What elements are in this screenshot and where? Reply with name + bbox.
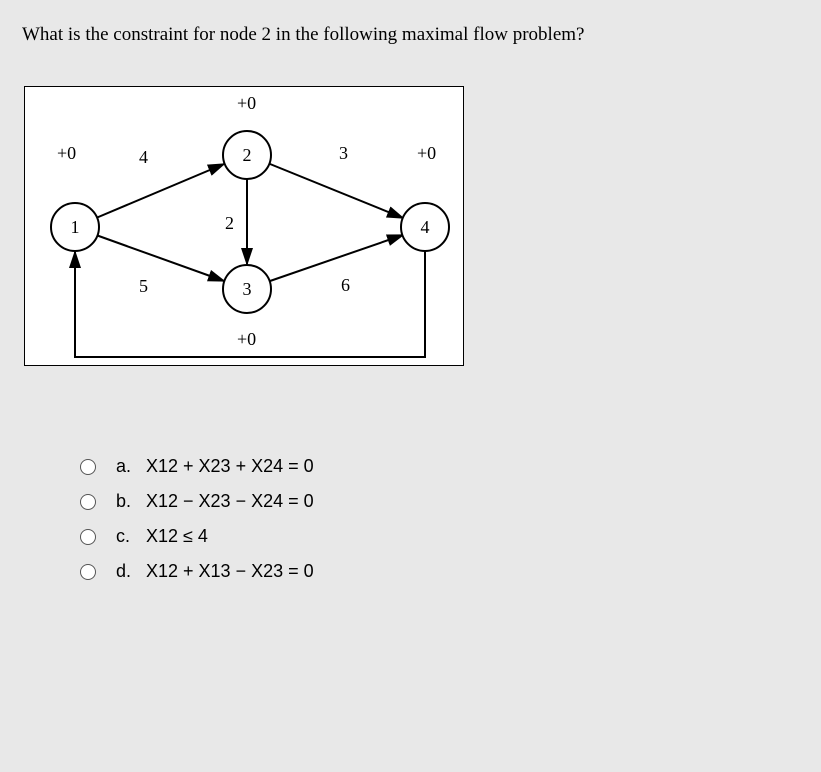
radio-icon[interactable] [80,459,96,475]
option-text: X12 + X23 + X24 = 0 [146,456,314,477]
option-text: X12 − X23 − X24 = 0 [146,491,314,512]
supply-4: +0 [417,143,436,163]
edge-label-2-3: 2 [225,213,234,233]
edge-label-1-2: 4 [139,147,148,167]
option-letter: d. [116,561,146,582]
option-text: X12 ≤ 4 [146,526,208,547]
edge-label-1-3: 5 [139,276,148,296]
node-3-label: 3 [243,279,252,299]
edge-label-2-4: 3 [339,143,348,163]
question-text: What is the constraint for node 2 in the… [22,24,799,46]
option-b[interactable]: b. X12 − X23 − X24 = 0 [80,491,799,512]
options-list: a. X12 + X23 + X24 = 0 b. X12 − X23 − X2… [80,456,799,582]
edge-label-3-4: 6 [341,275,350,295]
supply-2: +0 [237,93,256,113]
node-4-label: 4 [421,217,430,237]
option-d[interactable]: d. X12 + X13 − X23 = 0 [80,561,799,582]
option-a[interactable]: a. X12 + X23 + X24 = 0 [80,456,799,477]
node-2-label: 2 [243,145,252,165]
radio-icon[interactable] [80,529,96,545]
radio-icon[interactable] [80,494,96,510]
radio-icon[interactable] [80,564,96,580]
edge-2-4 [270,164,403,218]
option-letter: a. [116,456,146,477]
option-letter: c. [116,526,146,547]
supply-3: +0 [237,329,256,349]
edge-1-3 [96,235,224,281]
node-1-label: 1 [71,217,80,237]
option-c[interactable]: c. X12 ≤ 4 [80,526,799,547]
option-letter: b. [116,491,146,512]
edge-1-2 [96,164,224,218]
option-text: X12 + X13 − X23 = 0 [146,561,314,582]
edge-3-4 [270,235,403,281]
flow-diagram: 1 2 3 4 +0 +0 +0 +0 4 5 2 3 6 [24,86,464,366]
supply-1: +0 [57,143,76,163]
